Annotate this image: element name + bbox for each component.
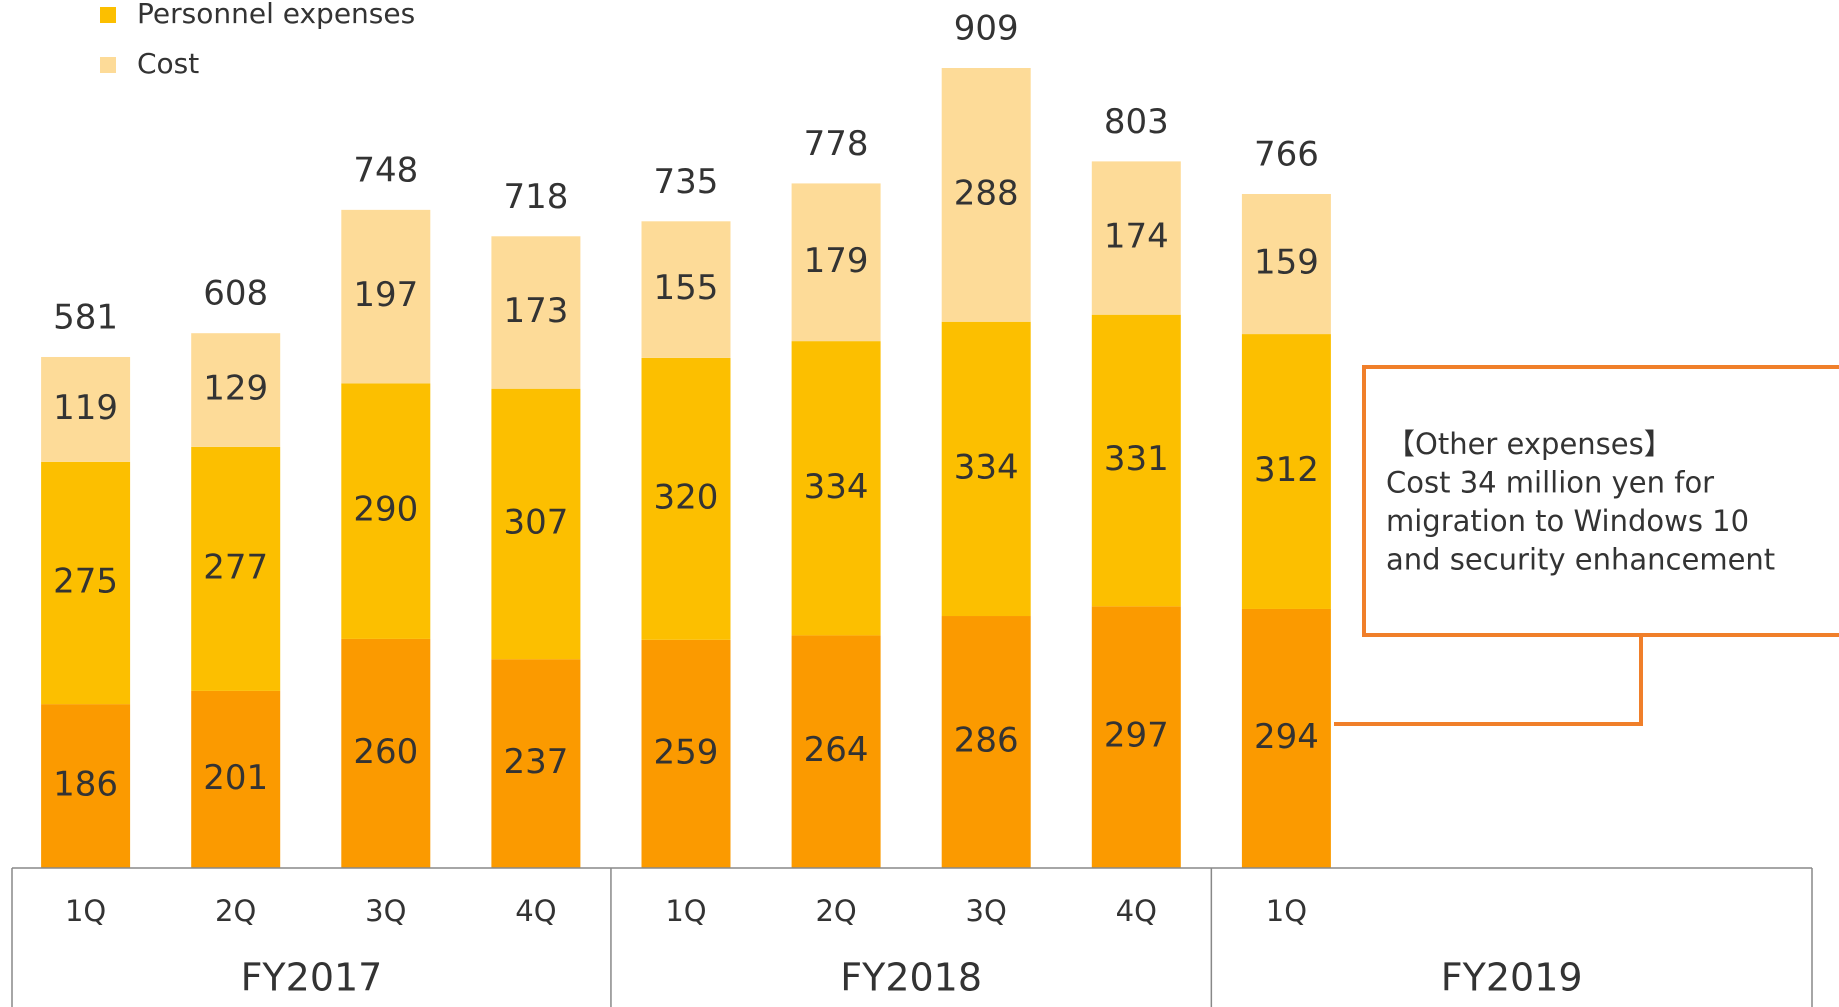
x-tick-label: 2Q	[215, 894, 256, 928]
bar-segment	[641, 357, 731, 640]
x-tick-label: 1Q	[1266, 894, 1307, 928]
bar-segment	[941, 616, 1031, 868]
bar-segment	[1241, 608, 1331, 868]
annotation-text: 【Other expenses】	[1386, 427, 1673, 461]
data-label: 294	[1254, 717, 1319, 757]
total-label: 608	[203, 274, 268, 314]
bar-segment	[491, 236, 581, 389]
bar-segment	[641, 639, 731, 868]
bar-segment	[191, 333, 281, 447]
data-label: 173	[503, 291, 568, 331]
total-label: 803	[1104, 102, 1169, 142]
data-label: 201	[203, 758, 268, 798]
annotation-text: and security enhancement	[1386, 543, 1775, 577]
legend-swatch	[100, 57, 116, 73]
data-label: 197	[353, 275, 418, 315]
bar-segment	[341, 638, 431, 868]
data-label: 334	[804, 467, 869, 507]
data-label: 179	[804, 241, 869, 281]
bar-segment	[641, 221, 731, 358]
legend-swatch	[100, 7, 116, 23]
total-label: 909	[954, 9, 1019, 49]
bar-segment	[941, 68, 1031, 322]
annotation-text: Cost 34 million yen for	[1386, 466, 1714, 500]
bar-segment	[491, 659, 581, 868]
bar-segment	[41, 356, 131, 462]
total-label: 748	[353, 150, 418, 190]
x-tick-label: 1Q	[65, 894, 106, 928]
bar-segment	[1091, 314, 1181, 607]
total-label: 766	[1254, 134, 1319, 174]
data-label: 286	[954, 721, 1019, 761]
x-tick-label: 3Q	[365, 894, 406, 928]
bar-segment	[791, 341, 881, 636]
bar-segment	[191, 690, 281, 868]
group-label: FY2017	[241, 956, 383, 1000]
total-label: 718	[503, 177, 568, 217]
group-label: FY2018	[840, 956, 982, 1000]
x-tick-label: 3Q	[966, 894, 1007, 928]
data-label: 297	[1104, 716, 1169, 756]
data-label: 260	[353, 732, 418, 772]
data-label: 277	[203, 547, 268, 587]
x-tick-label: 4Q	[1116, 894, 1157, 928]
bar-segment	[341, 383, 431, 639]
data-label: 312	[1254, 450, 1319, 490]
total-label: 581	[53, 297, 118, 337]
group-label: FY2019	[1441, 956, 1583, 1000]
bar-segment	[191, 446, 281, 691]
bar-segment	[1091, 161, 1181, 315]
bar-segment	[941, 321, 1031, 617]
data-label: 174	[1104, 217, 1169, 257]
x-tick-label: 2Q	[815, 894, 856, 928]
data-label: 159	[1254, 243, 1319, 283]
data-label: 155	[654, 268, 719, 308]
data-label: 320	[654, 477, 719, 517]
data-label: 290	[353, 490, 418, 530]
data-label: 259	[654, 732, 719, 772]
data-label: 307	[503, 502, 568, 542]
annotation-connector	[1334, 635, 1643, 726]
data-label: 264	[804, 730, 869, 770]
bar-segment	[41, 461, 131, 705]
bar-segment	[1241, 334, 1331, 609]
bar-segment	[491, 388, 581, 660]
data-label: 237	[503, 742, 568, 782]
legend-label: Cost	[137, 47, 199, 80]
x-tick-label: 4Q	[515, 894, 556, 928]
bar-segment	[41, 704, 131, 868]
data-label: 331	[1104, 439, 1169, 479]
bar-segment	[1241, 193, 1331, 335]
bar-segment	[791, 183, 881, 342]
bar-segment	[1091, 606, 1181, 868]
total-label: 735	[654, 162, 719, 202]
total-label: 778	[804, 124, 869, 164]
data-label: 288	[954, 173, 1019, 213]
data-label: 186	[53, 765, 118, 805]
data-label: 275	[53, 561, 118, 601]
bar-segment	[341, 209, 431, 384]
x-tick-label: 1Q	[665, 894, 706, 928]
data-label: 334	[954, 447, 1019, 487]
data-label: 119	[53, 388, 118, 428]
annotation-box	[1362, 365, 1839, 637]
data-label: 129	[203, 369, 268, 409]
legend-label: Personnel expenses	[137, 0, 415, 30]
bar-segment	[791, 635, 881, 868]
annotation-text: migration to Windows 10	[1386, 504, 1749, 538]
